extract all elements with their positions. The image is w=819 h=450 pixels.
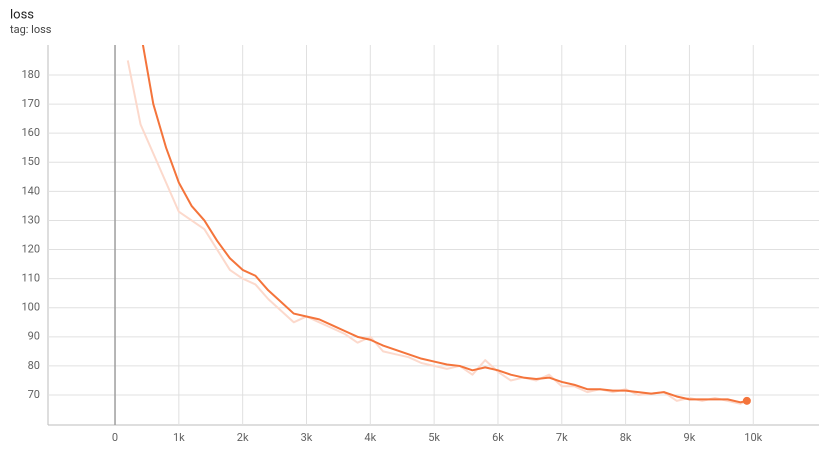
x-tick-label: 1k <box>173 431 185 444</box>
last-point <box>742 396 751 405</box>
y-tick-label: 170 <box>21 97 40 110</box>
y-tick-label: 120 <box>21 242 40 255</box>
y-tick-label: 150 <box>21 155 40 168</box>
x-tick-label: 7k <box>556 431 568 444</box>
x-tick-label: 5k <box>428 431 440 444</box>
x-tick-label: 8k <box>620 431 632 444</box>
x-tick-label: 6k <box>492 431 504 444</box>
x-tick-label: 4k <box>364 431 376 444</box>
series-line <box>141 45 748 404</box>
chart-subtitle: tag: loss <box>10 23 52 36</box>
x-tick-label: 0 <box>112 431 118 444</box>
y-tick-label: 180 <box>21 68 40 81</box>
x-tick-label: 3k <box>301 431 313 444</box>
x-tick-label: 2k <box>237 431 249 444</box>
x-tick-label: 10k <box>744 431 762 444</box>
y-tick-label: 80 <box>28 359 40 372</box>
y-tick-label: 90 <box>28 330 40 343</box>
series-line <box>126 60 748 405</box>
y-tick-label: 70 <box>28 388 40 401</box>
y-tick-label: 130 <box>21 213 40 226</box>
y-tick-label: 100 <box>21 301 40 314</box>
y-tick-label: 140 <box>21 184 40 197</box>
plot-area <box>126 45 751 405</box>
y-tick-label: 110 <box>21 272 40 285</box>
chart-title: loss <box>10 7 34 22</box>
y-tick-label: 160 <box>21 126 40 139</box>
x-tick-label: 9k <box>684 431 696 444</box>
